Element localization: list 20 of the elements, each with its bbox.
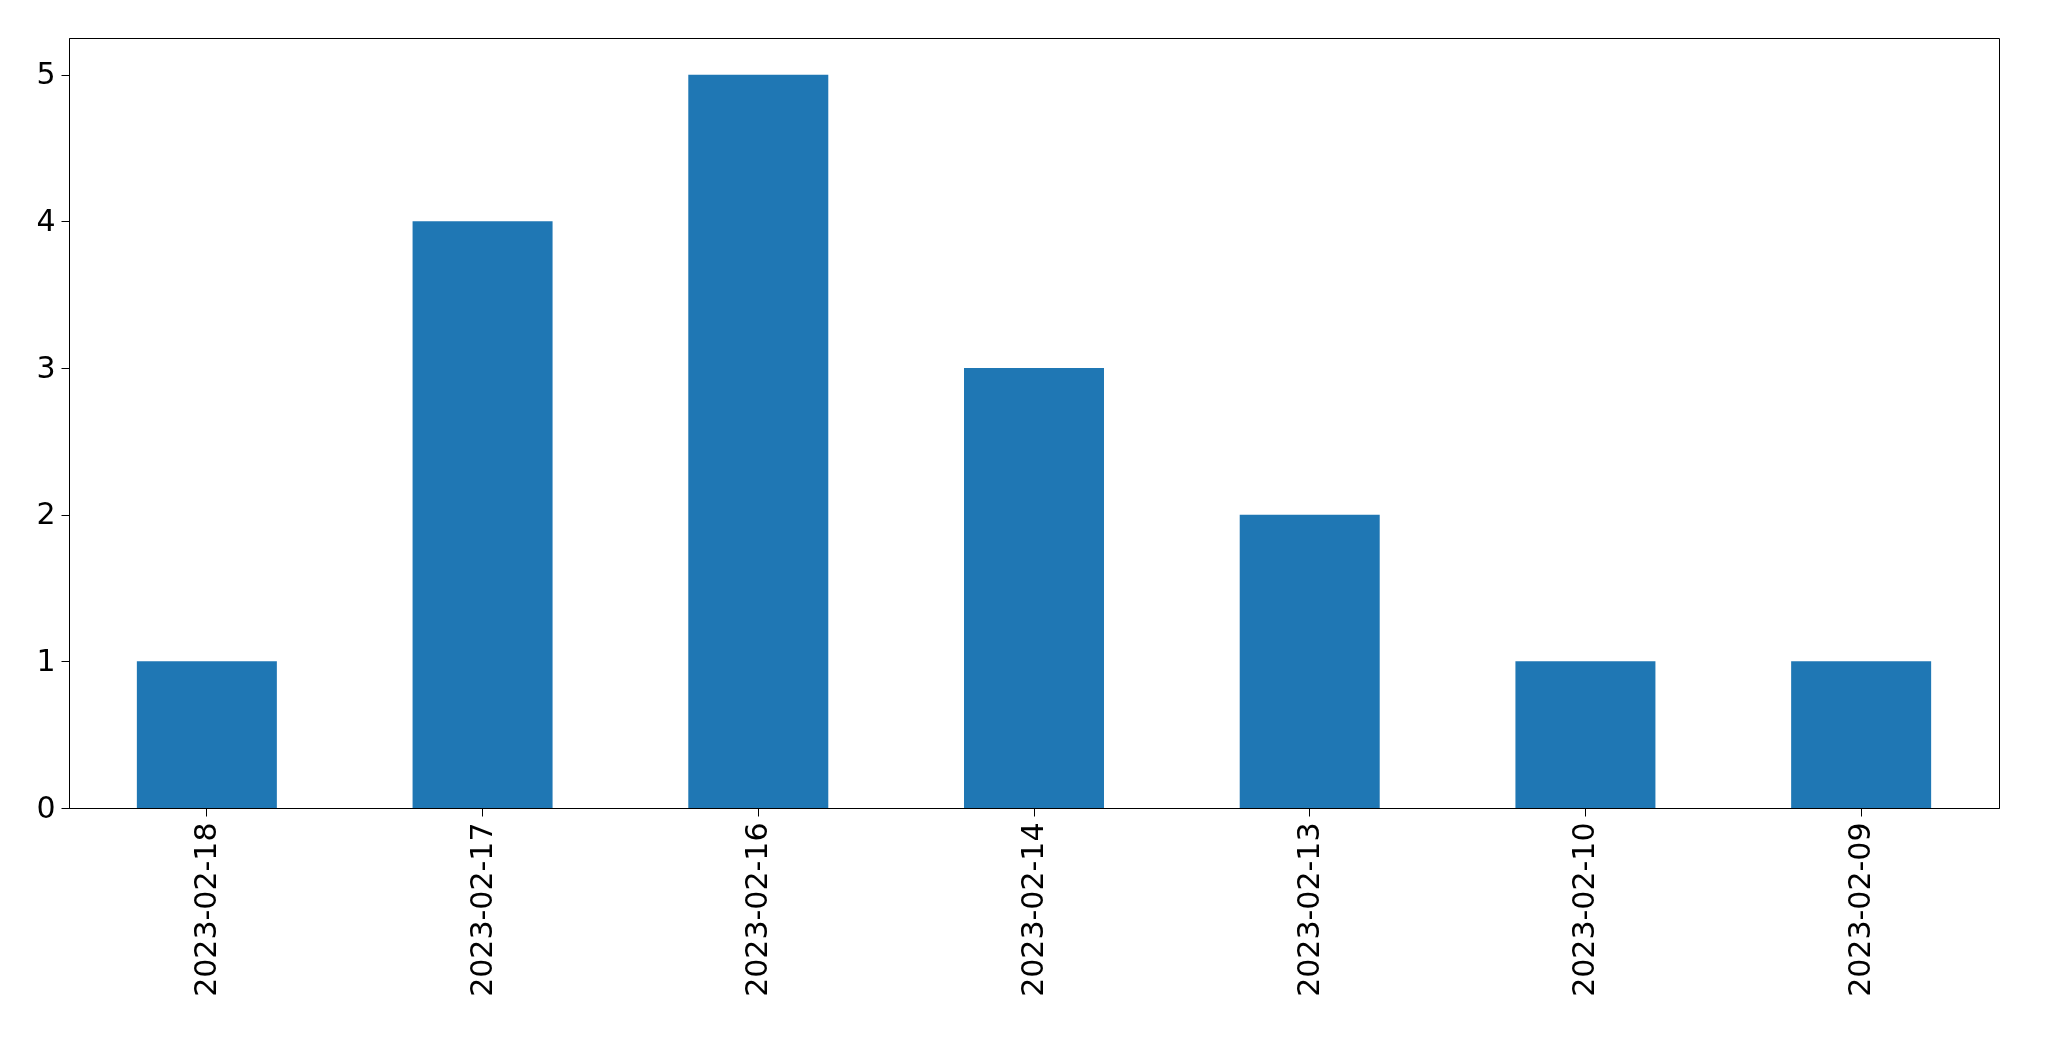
x-tick-label: 2023-02-17 [463, 822, 499, 997]
y-tick-label: 5 [36, 56, 56, 92]
y-tick-label: 4 [36, 202, 56, 238]
x-tick-label: 2023-02-16 [739, 822, 775, 997]
y-tick-label: 3 [36, 349, 56, 385]
x-tick-label: 2023-02-13 [1290, 822, 1326, 997]
x-tick-label: 2023-02-18 [187, 822, 223, 997]
y-tick-label: 0 [36, 789, 56, 825]
bar [412, 221, 553, 808]
x-tick-label: 2023-02-14 [1015, 822, 1050, 997]
y-tick-label: 2 [36, 496, 56, 532]
bar [688, 74, 829, 808]
bar [1791, 661, 1932, 808]
bar [1515, 661, 1656, 808]
bar [964, 368, 1104, 808]
bar [1239, 514, 1380, 808]
y-tick-label: 1 [36, 642, 56, 678]
x-tick-label: 2023-02-10 [1566, 822, 1602, 997]
bar [136, 661, 277, 808]
x-tick-label: 2023-02-09 [1842, 822, 1878, 997]
